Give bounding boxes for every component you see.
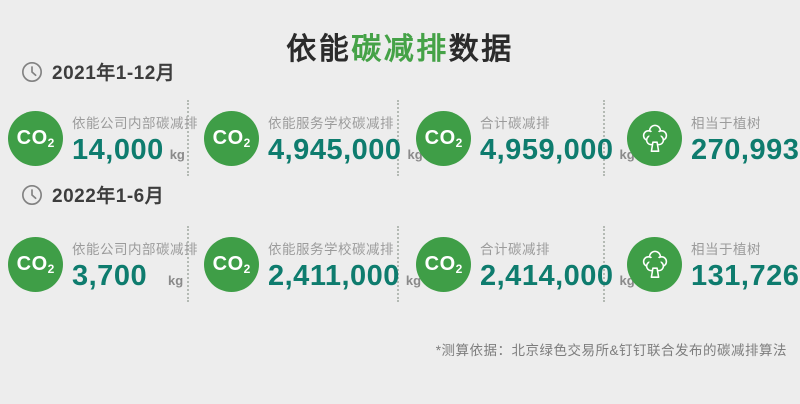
period-header-2022: 2022年1-6月 (21, 181, 164, 208)
stat-card-internal-2021: CO 2 依能公司内部碳减排 14,000 kg (0, 100, 198, 176)
co2-icon: CO 2 (204, 110, 259, 166)
stat-card-total-2022: CO 2 合计碳减排 2,414,000 kg (399, 226, 635, 302)
stat-block: 相当于植树 270,993 棵 (691, 112, 800, 165)
co2-icon: CO 2 (416, 236, 471, 292)
stat-value: 2,414,000 (480, 259, 614, 292)
co2-text: CO (424, 252, 456, 275)
stat-value: 14,000 (72, 133, 164, 166)
stat-block: 依能服务学校碳减排 4,945,000 kg (268, 112, 423, 165)
stat-label: 相当于植树 (691, 241, 761, 257)
stat-card-schools-2022: CO 2 依能服务学校碳减排 2,411,000 kg (189, 226, 421, 302)
title-segment-suffix: 数据 (448, 33, 514, 66)
stats-row-2022: CO 2 依能公司内部碳减排 3,700 kg CO 2 依能服务学校碳减排 2,4… (0, 226, 800, 302)
stat-block: 依能公司内部碳减排 14,000 kg (72, 112, 198, 165)
stat-card-internal-2022: CO 2 依能公司内部碳减排 3,700 kg (0, 226, 198, 302)
stat-value: 2,411,000 (268, 259, 400, 292)
stat-block: 合计碳减排 4,959,000 kg (480, 112, 635, 165)
co2-icon: CO 2 (204, 236, 259, 292)
co2-text: CO (424, 126, 456, 149)
stat-label: 相当于植树 (691, 115, 761, 131)
stat-card-total-2021: CO 2 合计碳减排 4,959,000 kg (399, 100, 635, 176)
co2-icon: CO 2 (416, 110, 471, 166)
stat-value: 131,726 (691, 259, 800, 292)
stat-value: 270,993 (691, 133, 800, 166)
stat-label: 依能服务学校碳减排 (268, 115, 394, 131)
stat-value: 4,945,000 (268, 133, 402, 166)
stats-row-2021: CO 2 依能公司内部碳减排 14,000 kg CO 2 依能服务学校碳减排 4,… (0, 100, 800, 176)
stat-block: 依能服务学校碳减排 2,411,000 kg (268, 238, 421, 291)
co2-subscript: 2 (455, 136, 463, 150)
stat-block: 合计碳减排 2,414,000 kg (480, 238, 635, 291)
stat-card-trees-2021: 相当于植树 270,993 棵 (605, 100, 800, 176)
stat-label: 依能公司内部碳减排 (72, 241, 198, 257)
co2-icon: CO 2 (8, 110, 63, 166)
stat-label: 合计碳减排 (480, 241, 550, 257)
tree-icon (627, 110, 682, 166)
stat-unit: kg (405, 272, 422, 288)
co2-subscript: 2 (455, 262, 463, 276)
stat-value: 3,700 (72, 259, 148, 292)
stat-value: 4,959,000 (480, 133, 614, 166)
stat-label: 合计碳减排 (480, 115, 550, 131)
stat-unit: kg (169, 146, 185, 162)
co2-text: CO (16, 252, 48, 275)
stat-block: 相当于植树 131,726 棵 (691, 238, 800, 291)
title-segment-highlight: 碳减排 (351, 33, 449, 66)
co2-text: CO (16, 126, 48, 149)
stat-card-schools-2021: CO 2 依能服务学校碳减排 4,945,000 kg (189, 100, 423, 176)
stat-label: 依能公司内部碳减排 (72, 115, 198, 131)
co2-subscript: 2 (243, 262, 251, 276)
page-title: 依能碳减排数据 (0, 24, 800, 68)
footnote: *测算依据：北京绿色交易所&钉钉联合发布的碳减排算法 (435, 343, 787, 358)
stat-unit: kg (168, 272, 184, 288)
co2-subscript: 2 (47, 136, 55, 150)
title-segment-brand: 依能 (286, 33, 352, 66)
clock-icon (22, 184, 42, 205)
stat-card-trees-2022: 相当于植树 131,726 棵 (605, 226, 800, 302)
co2-subscript: 2 (47, 262, 55, 276)
period-label: 2022年1-6月 (52, 186, 165, 207)
tree-icon (627, 236, 682, 292)
co2-text: CO (212, 126, 244, 149)
period-header-2021: 2021年1-12月 (21, 58, 175, 85)
stat-label: 依能服务学校碳减排 (268, 241, 394, 257)
co2-icon: CO 2 (8, 236, 63, 292)
period-label: 2021年1-12月 (52, 63, 176, 84)
stat-block: 依能公司内部碳减排 3,700 kg (72, 238, 198, 291)
co2-subscript: 2 (243, 136, 251, 150)
co2-text: CO (212, 252, 244, 275)
clock-icon (22, 61, 42, 82)
